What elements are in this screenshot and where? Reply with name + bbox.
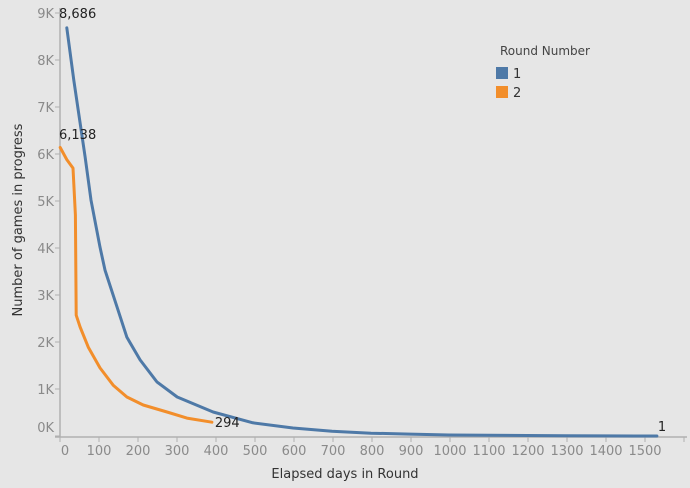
x-tick-label: 1100 [472,444,505,459]
legend-title: Round Number [500,44,590,58]
x-tick-label: 400 [204,444,229,459]
x-tick-label: 900 [399,444,424,459]
x-tick-label: 1000 [433,444,466,459]
y-tick-label: 3K [37,289,54,304]
y-tick-label: 7K [37,101,54,116]
x-tick-label: 800 [360,444,385,459]
data-labels: 8,686 1 6,138 294 [59,7,666,435]
x-tick-label: 600 [282,444,307,459]
legend-swatch-1 [496,67,508,79]
y-tick-label: 6K [37,148,54,163]
x-axis: 0 100 200 300 400 500 600 700 800 900 1000 1100 1200… [55,436,687,459]
y-tick-label: 0K [37,421,54,436]
x-tick-label: 1400 [589,444,622,459]
series-line-1[interactable] [65,26,659,438]
y-tick-label: 2K [37,336,54,351]
x-tick-label: 700 [321,444,346,459]
x-axis-title: Elapsed days in Round [271,467,418,482]
data-label: 6,138 [59,128,96,143]
series-lines [58,26,659,438]
x-tick-label: 100 [87,444,112,459]
y-tick-label: 1K [37,383,54,398]
y-tick-label: 9K [37,7,54,22]
data-label: 294 [215,416,240,431]
legend[interactable]: Round Number 1 2 [496,44,590,101]
legend-label-1: 1 [513,67,521,82]
x-tick-label: 500 [243,444,268,459]
y-axis: 0K 1K 2K 3K 4K 5K 6K 7K 8K 9K [37,7,61,437]
x-tick-label: 200 [126,444,151,459]
x-tick-label: 1200 [511,444,544,459]
data-label: 1 [658,420,666,435]
y-tick-label: 5K [37,195,54,210]
x-tick-label: 1500 [628,444,661,459]
legend-swatch-2 [496,86,508,98]
y-tick-label: 4K [37,242,54,257]
data-label: 8,686 [59,7,96,22]
y-tick-label: 8K [37,54,54,69]
x-tick-label: 0 [61,444,69,459]
x-tick-label: 300 [165,444,190,459]
legend-label-2: 2 [513,86,521,101]
x-tick-label: 1300 [550,444,583,459]
y-axis-title: Number of games in progress [11,123,26,316]
series-line-2[interactable] [58,146,214,424]
